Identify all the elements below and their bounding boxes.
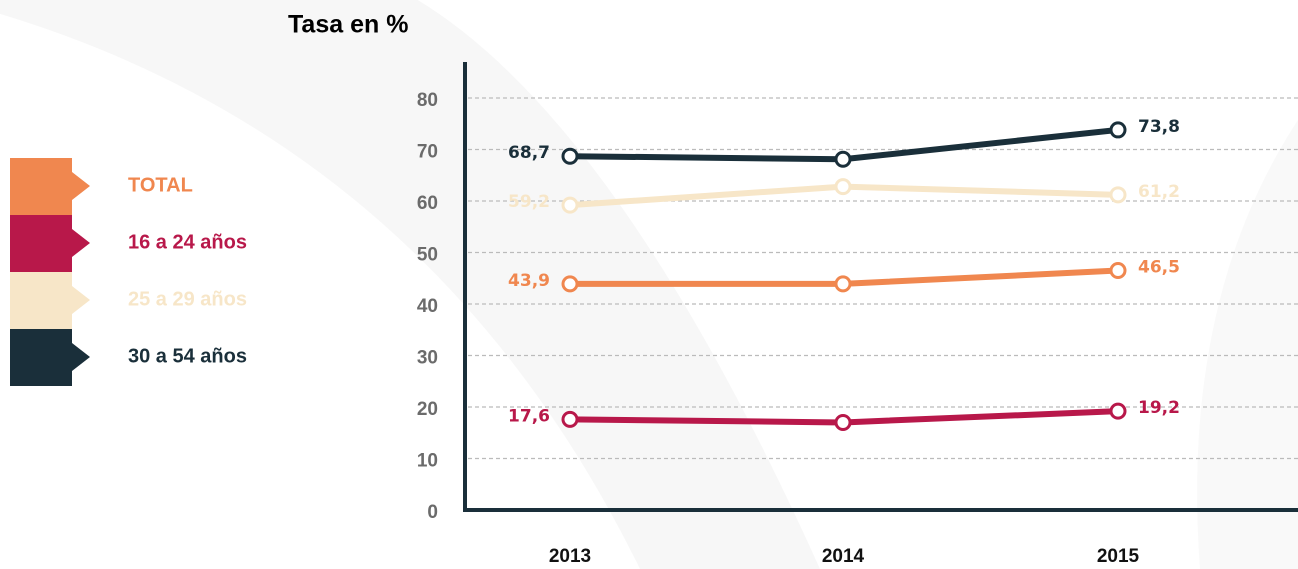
data-point (834, 413, 852, 431)
data-label: 73,8 (1138, 117, 1180, 137)
legend-swatch (10, 329, 90, 386)
data-label: 46,5 (1138, 258, 1180, 278)
data-point (834, 150, 852, 168)
chart-title: Tasa en % (288, 11, 408, 39)
data-point (1109, 262, 1127, 280)
y-tick-label: 80 (417, 90, 438, 111)
y-tick-label: 30 (417, 348, 438, 369)
legend-label: 16 a 24 años (128, 231, 247, 253)
y-tick-label: 20 (417, 399, 438, 420)
legend-label: TOTAL (128, 174, 193, 196)
data-label: 61,2 (1138, 182, 1180, 202)
legend-label: 25 a 29 años (128, 288, 247, 310)
data-point (1109, 186, 1127, 204)
x-tick-label: 2014 (822, 546, 865, 567)
data-point (1109, 402, 1127, 420)
data-label: 43,9 (508, 271, 550, 291)
y-tick-label: 40 (417, 296, 438, 317)
data-point (561, 147, 579, 165)
data-point (561, 275, 579, 293)
data-label: 17,6 (508, 406, 550, 426)
legend-label: 30 a 54 años (128, 345, 247, 367)
y-tick-label: 10 (417, 451, 438, 472)
y-tick-label: 0 (427, 502, 438, 523)
background-arc (1197, 120, 1298, 569)
y-tick-label: 70 (417, 142, 438, 163)
legend-swatch (10, 158, 90, 215)
background-arc (0, 0, 820, 569)
data-point (561, 410, 579, 428)
legend-swatch (10, 215, 90, 272)
data-point (834, 178, 852, 196)
y-tick-label: 60 (417, 193, 438, 214)
data-point (561, 196, 579, 214)
data-point (834, 275, 852, 293)
data-label: 68,7 (508, 143, 550, 163)
x-tick-label: 2015 (1097, 546, 1140, 567)
plot: 43,9 46,5 17,6 19,2 59,2 61,2 68,7 73,8 (508, 117, 1180, 431)
data-point (1109, 121, 1127, 139)
y-tick-label: 50 (417, 245, 438, 266)
grid (468, 97, 1298, 460)
data-label: 19,2 (1138, 398, 1180, 418)
x-tick-label: 2013 (549, 546, 591, 567)
data-label: 59,2 (508, 192, 550, 212)
legend-swatch (10, 272, 90, 329)
